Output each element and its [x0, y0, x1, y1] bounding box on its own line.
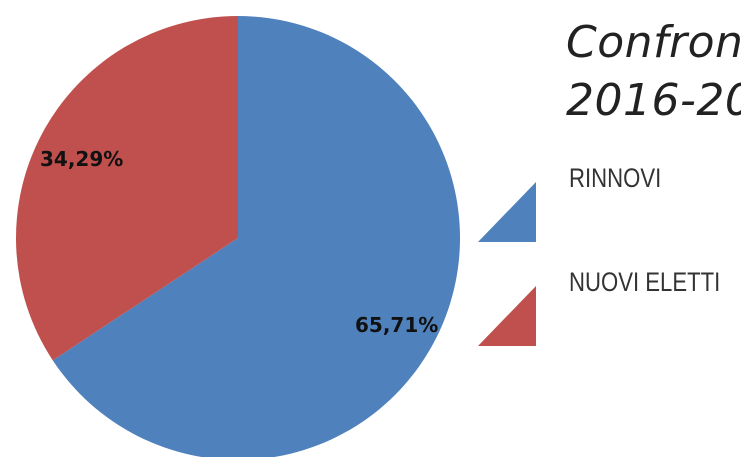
chart-title-line-2: 2016-2021: [566, 75, 741, 126]
legend-swatch-nuovi-eletti: [478, 286, 536, 346]
slice-label-nuovi-eletti: 34,29%: [40, 147, 123, 171]
legend-item-nuovi-eletti: NUOVI ELETTI: [478, 266, 741, 346]
chart-title: Confronto 2016-2021: [566, 14, 741, 130]
legend-swatch-rinnovi: [478, 182, 536, 242]
pie-slices: [16, 16, 460, 457]
legend-item-rinnovi: RINNOVI: [478, 162, 741, 242]
chart-title-line-1: Confronto: [566, 17, 741, 68]
pie-slice-nuovi-eletti: [16, 16, 238, 361]
pie-slice-rinnovi: [52, 16, 460, 457]
legend-label-nuovi-eletti: NUOVI ELETTI: [569, 267, 721, 297]
legend-label-rinnovi: RINNOVI: [569, 163, 662, 193]
slice-label-rinnovi: 65,71%: [355, 313, 438, 337]
